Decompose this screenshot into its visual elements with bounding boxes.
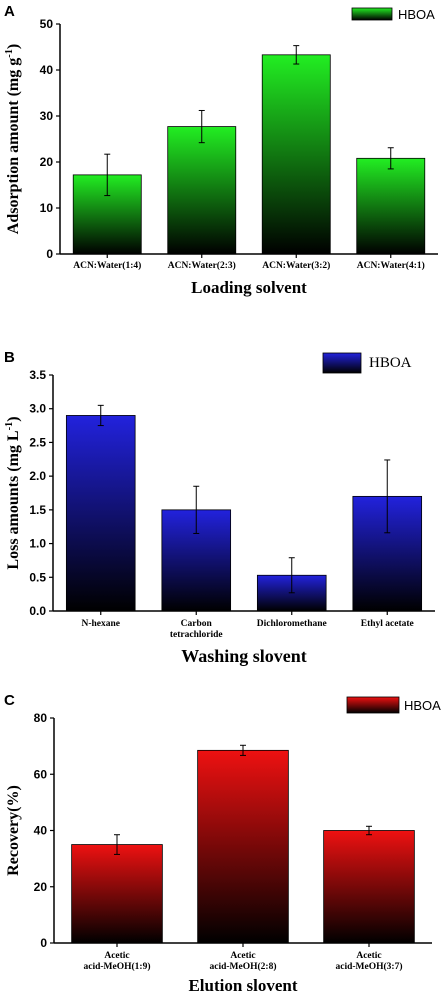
panel-letter: A — [4, 3, 15, 20]
y-tick-label: 3.5 — [29, 368, 46, 382]
y-tick-label: 3.0 — [29, 402, 46, 416]
bar — [323, 830, 415, 944]
x-tick-label: ACN:Water(4:1) — [357, 260, 425, 271]
x-tick-label: Acetic acid-MeOH(2:8) — [209, 951, 276, 972]
bar — [71, 844, 163, 944]
bar — [197, 749, 289, 944]
x-axis-title: Elution slovent — [188, 976, 297, 995]
legend-label: HBOA — [398, 7, 435, 22]
y-tick-label: 0 — [40, 936, 47, 950]
bar — [167, 126, 237, 255]
y-tick-label: 2.5 — [29, 435, 46, 449]
legend-swatch — [322, 352, 362, 374]
bar — [261, 54, 331, 255]
x-tick-label: Carbon tetrachloride — [170, 619, 223, 640]
panel-letter: B — [4, 349, 15, 366]
x-axis-title: Loading solvent — [191, 278, 307, 297]
y-tick-label: 0.5 — [29, 570, 46, 584]
y-tick-label: 20 — [34, 880, 48, 894]
legend-label: HBOA — [404, 698, 441, 713]
y-tick-label: 60 — [34, 767, 48, 781]
x-tick-label: N-hexane — [81, 619, 120, 629]
x-tick-label: ACN:Water(3:2) — [262, 260, 330, 271]
legend-swatch — [351, 7, 393, 21]
y-tick-label: 0.0 — [29, 604, 46, 618]
panel-c: C 0 20 40 60 80 Acetic acid-MeOH(1:9) Acetic acid… — [4, 692, 441, 995]
bar — [356, 157, 426, 255]
y-tick-label: 20 — [40, 155, 54, 169]
panel-letter: C — [4, 692, 15, 709]
legend: HBOA — [322, 352, 412, 374]
y-axis-title: Recovery(%) — [5, 785, 22, 876]
y-tick-label: 1.0 — [29, 537, 46, 551]
legend: HBOA — [346, 696, 441, 714]
y-tick-label: 1.5 — [29, 503, 46, 517]
x-tick-label: ACN:Water(1:4) — [73, 260, 141, 271]
x-tick-label: Acetic acid-MeOH(1:9) — [83, 951, 150, 972]
y-tick-label: 10 — [40, 201, 54, 215]
y-axis-title: Adsorption amount (mg g-1) — [4, 44, 22, 234]
legend: HBOA — [351, 7, 435, 22]
y-axis-title: Loss amounts (mg L-1) — [4, 416, 22, 569]
y-tick-label: 50 — [40, 17, 54, 31]
y-tick-label: 30 — [40, 109, 54, 123]
y-tick-label: 40 — [40, 63, 54, 77]
bar — [65, 415, 136, 612]
y-tick-label: 2.0 — [29, 469, 46, 483]
y-tick-label: 80 — [34, 711, 48, 725]
y-tick-label: 0 — [46, 247, 53, 261]
x-tick-label: Ethyl acetate — [361, 619, 414, 629]
x-tick-label: ACN:Water(2:3) — [168, 260, 236, 271]
x-tick-label: Acetic acid-MeOH(3:7) — [335, 951, 402, 972]
x-axis-title: Washing slovent — [181, 646, 307, 666]
panel-a: A 0 10 20 30 40 50 ACN:Water(1:4) ACN:Water(2:3)… — [4, 3, 438, 297]
panel-b: B 0.0 0.5 1.0 1.5 2.0 2.5 3.0 3.5 N-hexane Carbon t… — [4, 349, 435, 666]
y-tick-label: 40 — [34, 824, 48, 838]
legend-swatch — [346, 696, 400, 714]
x-tick-label: Dichloromethane — [257, 619, 327, 629]
legend-label: HBOA — [369, 355, 412, 371]
